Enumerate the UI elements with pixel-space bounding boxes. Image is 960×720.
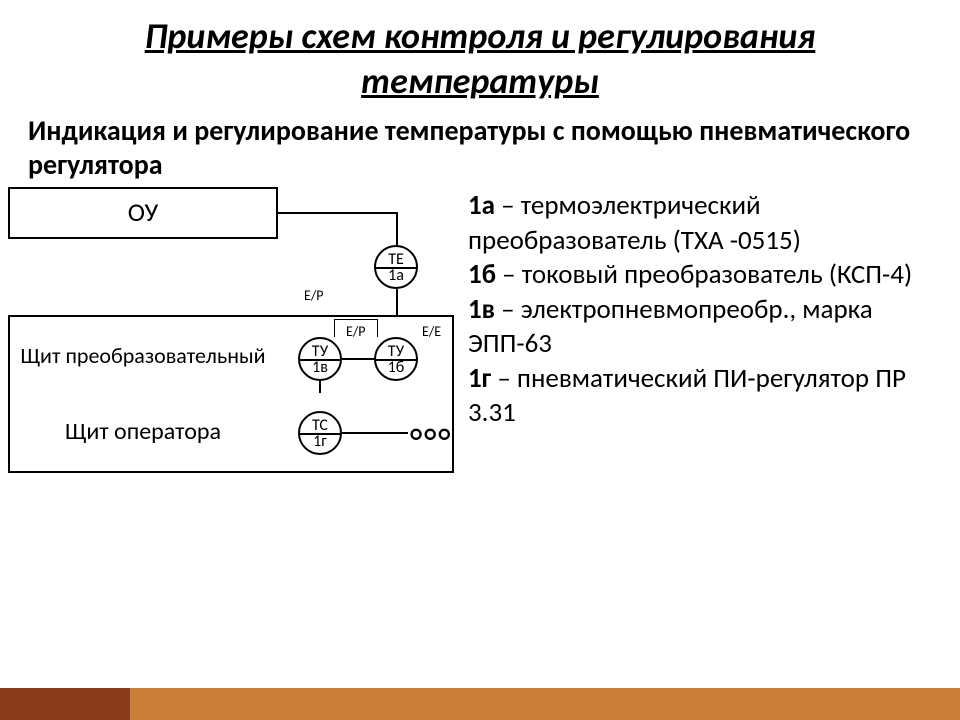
legend-1v-label: 1в xyxy=(468,293,495,326)
legend-1a-label: 1а xyxy=(468,189,495,222)
wire-down-to-te xyxy=(396,212,398,247)
wire-ty-ty xyxy=(342,358,374,360)
content-area: ОУ ТЕ 1а Е/Р Щит преобразовательный Е/Р … xyxy=(0,187,960,647)
footer-bar-light xyxy=(0,688,960,720)
legend-item-1a: 1а – термоэлектрический преобразователь … xyxy=(468,189,948,258)
instr-tc: ТС 1г xyxy=(298,411,342,455)
page-title: Примеры схем контроля и регулирования те… xyxy=(0,0,960,104)
legend-1a-text: – термоэлектрический преобразователь (ТХ… xyxy=(468,189,801,257)
legend-1g-text: – пневматический ПИ-регулятор ПР 3.31 xyxy=(468,362,906,430)
box-row3-label: Щит оператора xyxy=(8,393,278,473)
legend-1v-text: – электропневмопреобр., марка ЭПП-63 xyxy=(468,293,873,361)
legend-item-1v: 1в – электропневмопреобр., марка ЭПП-63 xyxy=(468,293,948,362)
instr-ty1v-bot: 1в xyxy=(312,360,328,376)
terminal-dots: ○○○ xyxy=(410,420,452,447)
box-row2-label: Щит преобразовательный xyxy=(8,315,278,395)
instr-te: ТЕ 1а xyxy=(374,245,418,289)
legend-1g-label: 1г xyxy=(468,362,491,395)
instr-tc-bot: 1г xyxy=(313,434,327,450)
box-ou: ОУ xyxy=(8,187,278,239)
legend: 1а – термоэлектрический преобразователь … xyxy=(468,189,948,431)
legend-item-1b: 1б – токовый преобразователь (КСП-4) xyxy=(468,258,948,293)
row3-label-text: Щит оператора xyxy=(59,418,227,446)
ep-box-right xyxy=(377,319,378,337)
instr-te-bot: 1а xyxy=(388,268,404,284)
instr-ty1v: ТУ 1в xyxy=(298,337,342,381)
slide-footer xyxy=(0,680,960,720)
ep-box-left xyxy=(334,319,335,337)
subtitle: Индикация и регулирование температуры с … xyxy=(0,104,960,187)
label-ep-outer: Е/Р xyxy=(304,287,323,304)
label-ep-inner: Е/Р xyxy=(346,323,365,340)
legend-item-1g: 1г – пневматический ПИ-регулятор ПР 3.31 xyxy=(468,362,948,431)
footer-bar-dark xyxy=(0,688,130,720)
instr-ty1b: ТУ 1б xyxy=(374,337,418,381)
row2-label-text: Щит преобразовательный xyxy=(14,343,271,368)
legend-1b-label: 1б xyxy=(468,258,496,291)
ep-box-top xyxy=(334,319,378,320)
wire-tc-out xyxy=(342,432,408,434)
diagram: ОУ ТЕ 1а Е/Р Щит преобразовательный Е/Р … xyxy=(8,187,458,517)
legend-1b-text: – токовый преобразователь (КСП-4) xyxy=(496,258,912,291)
wire-ou-right xyxy=(278,212,398,214)
label-ee: Е/Е xyxy=(422,323,441,340)
instr-ty1b-bot: 1б xyxy=(388,360,405,376)
